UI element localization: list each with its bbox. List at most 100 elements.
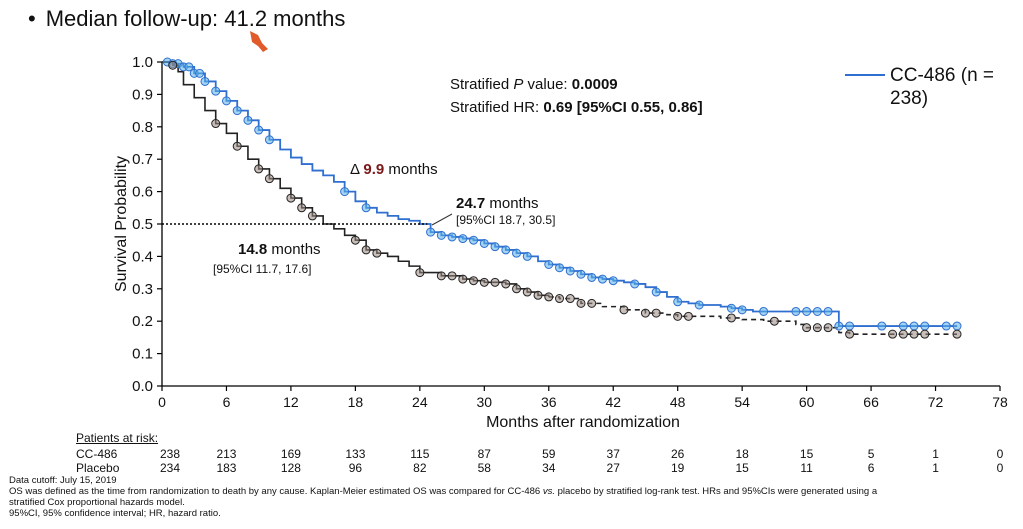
followup-bullet: • Median follow-up: 41.2 months: [28, 6, 346, 31]
placebo-censor-marker: [952, 329, 962, 339]
risk-cell: 128: [280, 461, 301, 475]
risk-cell: 0: [996, 461, 1004, 475]
placebo-censor-marker: [619, 305, 629, 315]
cc486-censor-marker: [221, 96, 231, 106]
placebo-median-ci: [95%CI 11.7, 17.6]: [213, 262, 312, 276]
placebo-censor-marker: [361, 245, 371, 255]
placebo-censor-marker: [920, 329, 930, 339]
cc486-censor-marker: [211, 86, 221, 96]
cc486-censor-marker: [254, 125, 264, 135]
placebo-censor-marker: [565, 294, 575, 304]
cc486-censor-marker: [597, 274, 607, 284]
y-tick-label: 0.9: [132, 86, 153, 103]
placebo-censor-marker: [726, 313, 736, 323]
risk-cell: 1: [932, 461, 939, 475]
placebo-censor-marker: [307, 211, 317, 221]
cc486-censor-marker: [834, 321, 844, 331]
cc486-censor-marker: [576, 269, 586, 279]
cc486-censor-marker: [458, 234, 468, 244]
risk-cell: 115: [410, 447, 430, 461]
placebo-censor-marker: [823, 323, 833, 333]
cc486-censor-marker: [469, 235, 479, 245]
cc486-censor-marker: [522, 251, 532, 261]
x-tick-label: 48: [670, 394, 686, 410]
cc486-censor-marker: [673, 297, 683, 307]
y-axis-label: Survival Probability: [113, 155, 130, 293]
risk-cell: 11: [800, 461, 813, 475]
risk-cell: 15: [735, 461, 749, 475]
cc486-censor-marker: [587, 272, 597, 282]
placebo-censor-marker: [168, 60, 178, 70]
placebo-censor-marker: [501, 279, 511, 289]
x-tick-label: 66: [863, 394, 879, 410]
y-tick-label: 0.3: [132, 281, 153, 298]
risk-cell: 169: [280, 447, 301, 461]
cc486-censor-marker: [608, 276, 618, 286]
risk-cell: 183: [216, 461, 237, 475]
placebo-censor-marker: [232, 141, 242, 151]
cc486-censor-marker: [479, 238, 489, 248]
placebo-censor-marker: [898, 329, 908, 339]
footnote-abbreviations: 95%CI, 95% confidence interval; HR, haza…: [9, 508, 221, 519]
cc486-censor-marker: [501, 245, 511, 255]
stats-p-value: Stratified P value: 0.0009: [450, 76, 618, 93]
placebo-censor-marker: [555, 294, 565, 304]
cc486-censor-marker: [877, 321, 887, 331]
cc486-censor-marker: [565, 266, 575, 276]
placebo-censor-marker: [576, 298, 586, 308]
risk-row-label: Placebo: [76, 461, 120, 475]
placebo-censor-marker: [254, 164, 264, 174]
placebo-censor-marker: [845, 329, 855, 339]
cc486-censor-marker: [232, 106, 242, 116]
cc486-censor-marker: [264, 135, 274, 145]
cc486-censor-marker: [447, 232, 457, 242]
cc486-censor-marker: [340, 187, 350, 197]
placebo-censor-marker: [415, 268, 425, 278]
cc486-censor-marker: [920, 321, 930, 331]
cc486-censor-marker: [512, 248, 522, 258]
placebo-censor-marker: [769, 316, 779, 326]
cc486-censor-marker: [802, 306, 812, 316]
y-tick-label: 0.7: [132, 151, 153, 168]
x-tick-label: 60: [799, 394, 815, 410]
x-tick-label: 30: [477, 394, 493, 410]
placebo-censor-marker: [458, 274, 468, 284]
x-tick-label: 36: [541, 394, 557, 410]
cc486-censor-marker: [952, 321, 962, 331]
cc486-censor-marker: [941, 321, 951, 331]
placebo-censor-marker: [297, 203, 307, 213]
y-tick-label: 0.1: [132, 346, 153, 363]
placebo-censor-marker: [479, 277, 489, 287]
cc486-censor-marker: [823, 306, 833, 316]
cc486-censor-marker: [845, 321, 855, 331]
cc486-censor-marker: [898, 321, 908, 331]
risk-cell: 19: [671, 461, 685, 475]
placebo-censor-marker: [651, 308, 661, 318]
cc486-median-label: 24.7 months: [456, 195, 539, 212]
footnote-cox: stratified Cox proportional hazards mode…: [9, 497, 185, 508]
cc486-censor-marker: [436, 230, 446, 240]
risk-cell: 27: [606, 461, 620, 475]
footnote-cutoff: Data cutoff: July 15, 2019: [9, 475, 117, 486]
risk-cell: 96: [348, 461, 363, 475]
cc486-censor-marker: [490, 242, 500, 252]
cc486-censor-marker: [651, 287, 661, 297]
risk-cell: 18: [735, 447, 749, 461]
risk-table-title: Patients at risk:: [76, 431, 159, 445]
cc486-median-ci: [95%CI 18.7, 30.5]: [456, 213, 556, 227]
risk-cell: 15: [799, 447, 814, 461]
placebo-censor-marker: [286, 193, 296, 203]
cc486-censor-marker: [737, 305, 747, 315]
cc486-censor-marker: [791, 306, 801, 316]
cc486-censor-marker: [909, 321, 919, 331]
followup-text: Median follow-up: 41.2 months: [45, 6, 346, 31]
placebo-median-label: 14.8 months: [238, 241, 321, 258]
placebo-censor-marker: [490, 277, 500, 287]
risk-cell: 6: [867, 461, 875, 475]
placebo-censor-marker: [512, 284, 522, 294]
placebo-censor-marker: [802, 323, 812, 333]
placebo-censor-marker: [544, 292, 554, 302]
placebo-censor-marker: [436, 271, 446, 281]
x-axis-label: Months after randomization: [486, 414, 680, 431]
